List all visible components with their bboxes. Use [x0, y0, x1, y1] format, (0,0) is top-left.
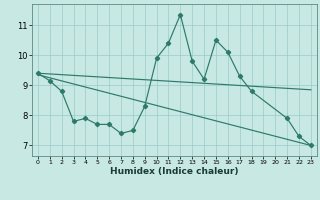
X-axis label: Humidex (Indice chaleur): Humidex (Indice chaleur): [110, 167, 239, 176]
